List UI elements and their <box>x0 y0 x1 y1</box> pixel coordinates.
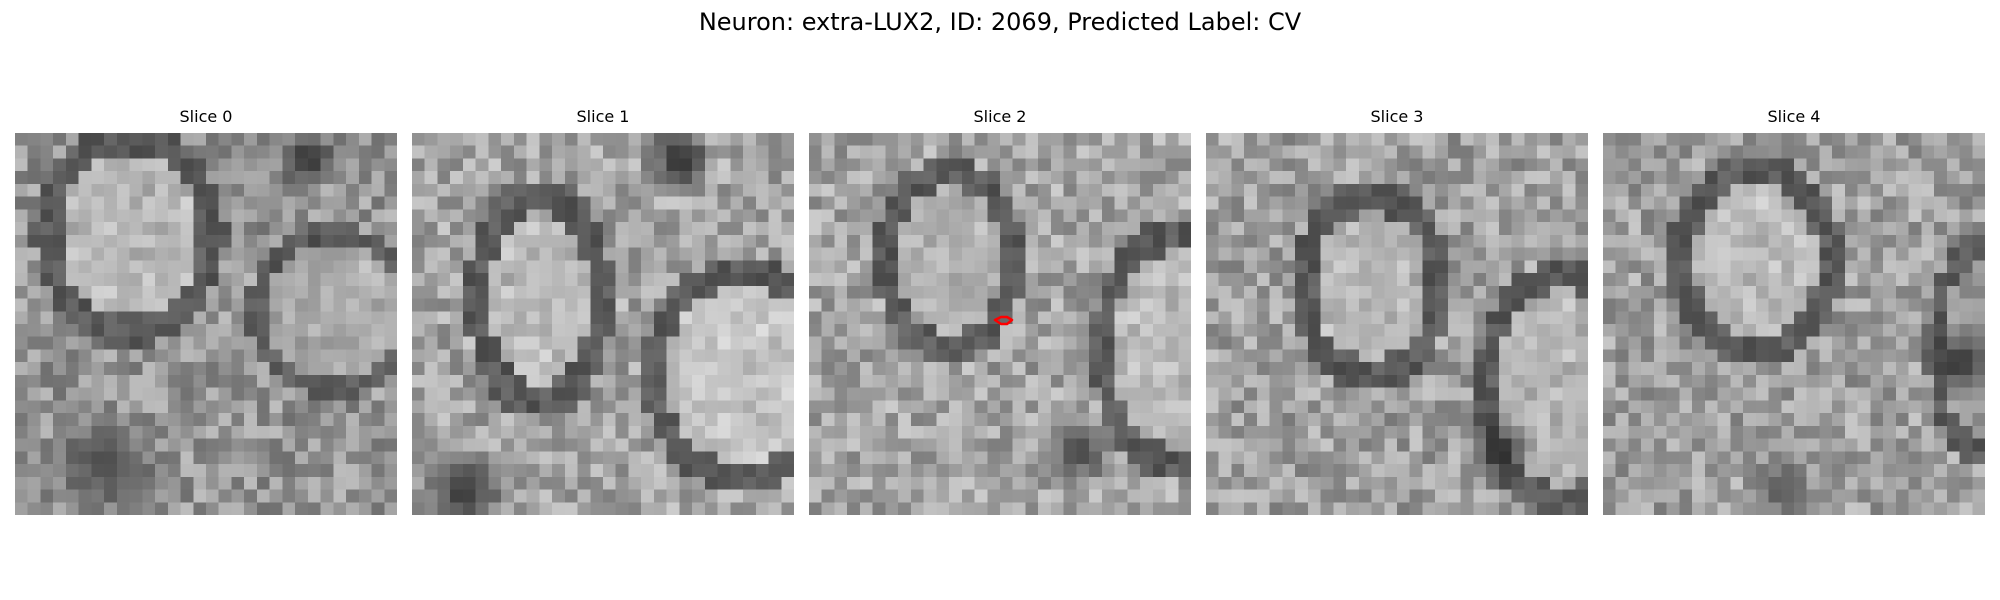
slice-canvas-3 <box>1206 133 1588 515</box>
slice-canvas-2 <box>809 133 1191 515</box>
slice-image-1 <box>412 133 794 515</box>
slice-image-4 <box>1603 133 1985 515</box>
slice-image-0 <box>15 133 397 515</box>
slice-panel-0: Slice 0 <box>15 106 397 515</box>
slice-title-0: Slice 0 <box>15 106 397 128</box>
slice-title-2: Slice 2 <box>809 106 1191 128</box>
slice-panel-4: Slice 4 <box>1603 106 1985 515</box>
slice-canvas-4 <box>1603 133 1985 515</box>
figure-title: Neuron: extra-LUX2, ID: 2069, Predicted … <box>0 6 2000 38</box>
slice-canvas-0 <box>15 133 397 515</box>
slice-image-2 <box>809 133 1191 515</box>
slice-panel-3: Slice 3 <box>1206 106 1588 515</box>
slice-canvas-1 <box>412 133 794 515</box>
slice-image-3 <box>1206 133 1588 515</box>
slice-title-3: Slice 3 <box>1206 106 1588 128</box>
slice-panel-2: Slice 2 <box>809 106 1191 515</box>
slice-title-1: Slice 1 <box>412 106 794 128</box>
slice-title-4: Slice 4 <box>1603 106 1985 128</box>
slice-panel-1: Slice 1 <box>412 106 794 515</box>
